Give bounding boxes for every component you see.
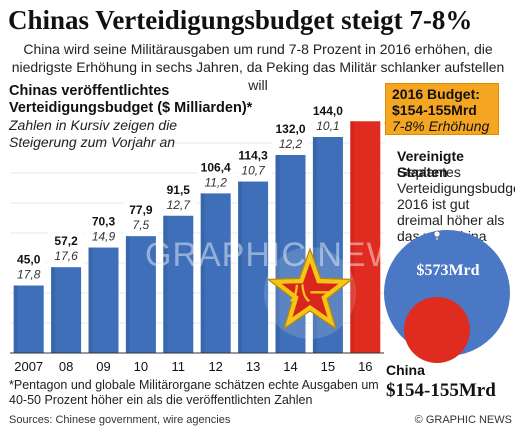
label-background [309, 101, 346, 135]
budget-box-amount: $154-155Mrd [392, 102, 477, 118]
value-label: 106,4 [201, 160, 231, 174]
label-background [48, 231, 85, 266]
subtitle: China wird seine Militärausgaben um rund… [11, 41, 505, 93]
footnote: *Pentagon und globale Militärorgane schä… [9, 378, 379, 407]
value-label: 45,0 [17, 253, 41, 267]
bar-shade [238, 181, 243, 353]
china-value: $154-155Mrd [386, 380, 496, 401]
x-tick-label: 14 [283, 359, 297, 374]
increase-label: 11,2 [204, 175, 227, 189]
x-tick-label: 09 [96, 359, 110, 374]
chart-note: Zahlen in Kursiv zeigen die Steigerung z… [9, 117, 178, 150]
source-credit: Sources: Chinese government, wire agenci… [9, 414, 231, 426]
bar-shade [350, 121, 355, 353]
label-background [122, 200, 159, 235]
chart-title: Chinas veröffentlichtes Verteidigungsbud… [9, 83, 253, 116]
bar [13, 285, 44, 353]
bar-shade [275, 155, 280, 353]
star-glyph: 八一 [290, 281, 330, 305]
bar [125, 236, 156, 353]
bar-shade [13, 285, 18, 353]
increase-label: 17,8 [17, 268, 41, 282]
page-title: Chinas Verteidigungsbudget steigt 7-8% [8, 5, 473, 35]
value-label: 132,0 [275, 122, 305, 136]
value-label: 91,5 [167, 183, 191, 197]
bar-shade [125, 236, 130, 353]
copyright-credit: © GRAPHIC NEWS [414, 414, 512, 426]
budget-2016-box: 2016 Budget: $154-155Mrd 7-8% Erhöhung [385, 83, 499, 135]
label-background [160, 179, 197, 214]
us-value: $573Mrd [416, 262, 480, 279]
increase-label: 17,6 [54, 249, 78, 263]
x-tick-label: 11 [172, 359, 186, 374]
bar-shade [312, 137, 317, 353]
bar-shade [200, 193, 205, 353]
value-label: 114,3 [238, 149, 268, 163]
x-tick-label: 10 [134, 359, 148, 374]
value-label: 77,9 [129, 203, 153, 217]
china-budget-circle [404, 297, 470, 363]
pointer-dot [433, 230, 441, 238]
star-inner-icon [281, 263, 339, 318]
budget-comparison-circles [384, 230, 510, 363]
bar [200, 193, 231, 353]
label-background [85, 211, 122, 246]
bar-shade [88, 247, 93, 353]
label-background [10, 249, 47, 284]
value-label: 144,0 [313, 104, 343, 118]
x-tick-label: 08 [59, 359, 73, 374]
us-title: Vereinigte Staaten [397, 148, 464, 180]
increase-label: 14,9 [92, 230, 116, 244]
x-tick-label: 15 [321, 359, 335, 374]
x-tick-label: 2007 [14, 359, 43, 374]
increase-label: 10,1 [316, 119, 339, 133]
bar-highlight [350, 121, 381, 353]
value-label: 57,2 [54, 234, 78, 248]
bar-shade [163, 215, 168, 353]
x-tick-label: 16 [358, 359, 372, 374]
bar [238, 181, 269, 353]
increase-label: 10,7 [241, 164, 266, 178]
x-tick-label: 12 [208, 359, 222, 374]
increase-label: 12,2 [279, 137, 303, 151]
label-background [272, 119, 309, 153]
increase-label: 7,5 [133, 218, 150, 232]
bar [51, 267, 82, 353]
bar [88, 247, 119, 353]
budget-box-heading: 2016 Budget: [392, 86, 480, 102]
label-background [235, 145, 272, 180]
value-label: 70,3 [92, 215, 116, 229]
bar [163, 215, 194, 353]
budget-box-increase: 7-8% Erhöhung [392, 118, 490, 134]
x-tick-label: 13 [246, 359, 260, 374]
increase-label: 12,7 [167, 198, 192, 212]
label-background [197, 157, 234, 192]
bar-chart: 2007 45,017,8 08 57,217,6 09 70,314,9 10 77,97,… [10, 101, 390, 374]
bar-shade [51, 267, 56, 353]
china-label: China [386, 362, 425, 378]
